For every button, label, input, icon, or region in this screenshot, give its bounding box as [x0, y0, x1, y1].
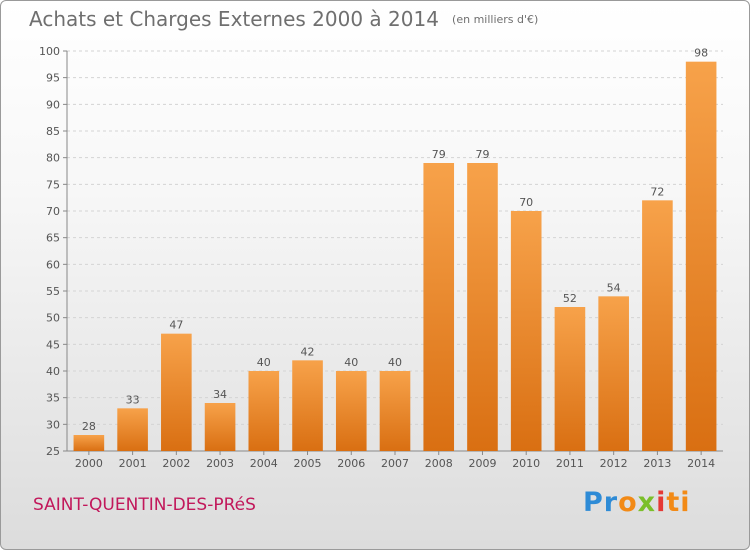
data-label: 40 [257, 356, 271, 369]
logo-part: x [637, 487, 657, 518]
x-tick-label: 2004 [250, 457, 278, 470]
unit-text: (en milliers d'€) [452, 13, 539, 26]
x-tick-label: 2010 [512, 457, 540, 470]
bar [598, 296, 629, 451]
bar [292, 360, 323, 451]
x-tick-label: 2000 [75, 457, 103, 470]
data-label: 72 [650, 185, 664, 198]
x-tick-label: 2014 [687, 457, 715, 470]
data-label: 40 [344, 356, 358, 369]
data-label: 79 [475, 148, 489, 161]
bar [161, 333, 192, 451]
y-tick-label: 65 [46, 232, 60, 245]
y-tick-label: 95 [46, 72, 60, 85]
x-tick-label: 2003 [206, 457, 234, 470]
y-tick-label: 45 [46, 338, 60, 351]
data-label: 70 [519, 196, 533, 209]
y-tick-label: 80 [46, 152, 60, 165]
data-label: 42 [301, 345, 315, 358]
y-tick-label: 85 [46, 125, 60, 138]
bar [510, 211, 542, 451]
bar [335, 371, 367, 451]
bar [554, 307, 586, 451]
logo-part: i [656, 487, 667, 518]
y-tick-label: 70 [46, 205, 60, 218]
title-text: Achats et Charges Externes 2000 à 2014 [29, 7, 439, 31]
x-tick-label: 2006 [337, 457, 365, 470]
data-label: 28 [82, 420, 96, 433]
x-tick-label: 2008 [425, 457, 453, 470]
data-label: 79 [432, 148, 446, 161]
y-tick-label: 35 [46, 392, 60, 405]
x-tick-label: 2007 [381, 457, 409, 470]
data-label: 47 [169, 319, 183, 332]
bar [379, 371, 411, 451]
data-label: 52 [563, 292, 577, 305]
y-tick-label: 25 [46, 445, 60, 458]
x-tick-label: 2005 [294, 457, 322, 470]
logo-part: Pr [583, 487, 619, 518]
proxiti-logo: Proxiti [583, 487, 691, 518]
y-tick-label: 60 [46, 258, 60, 271]
y-tick-label: 90 [46, 98, 60, 111]
bar [642, 200, 673, 451]
y-tick-label: 30 [46, 418, 60, 431]
logo-part: o [618, 487, 638, 518]
y-tick-label: 100 [39, 45, 60, 58]
x-tick-label: 2002 [162, 457, 190, 470]
commune-name: SAINT-QUENTIN-DES-PRéS [33, 495, 256, 515]
y-tick-label: 75 [46, 178, 60, 191]
data-label: 54 [607, 281, 621, 294]
x-tick-label: 2009 [468, 457, 496, 470]
x-tick-label: 2012 [600, 457, 628, 470]
bar [248, 371, 280, 451]
y-tick-label: 50 [46, 312, 60, 325]
data-label: 34 [213, 388, 227, 401]
bar [467, 163, 498, 451]
data-label: 98 [694, 47, 708, 60]
x-tick-label: 2011 [556, 457, 584, 470]
x-tick-label: 2013 [643, 457, 671, 470]
bar [685, 61, 717, 452]
chart-title: Achats et Charges Externes 2000 à 2014 (… [29, 7, 538, 31]
logo-part: ti [666, 487, 691, 518]
y-tick-label: 40 [46, 365, 60, 378]
data-label: 40 [388, 356, 402, 369]
data-label: 33 [126, 393, 140, 406]
bar [423, 163, 455, 451]
bar [204, 403, 236, 451]
bar [117, 408, 148, 451]
bar [73, 435, 105, 451]
x-tick-label: 2001 [119, 457, 147, 470]
y-tick-label: 55 [46, 285, 60, 298]
